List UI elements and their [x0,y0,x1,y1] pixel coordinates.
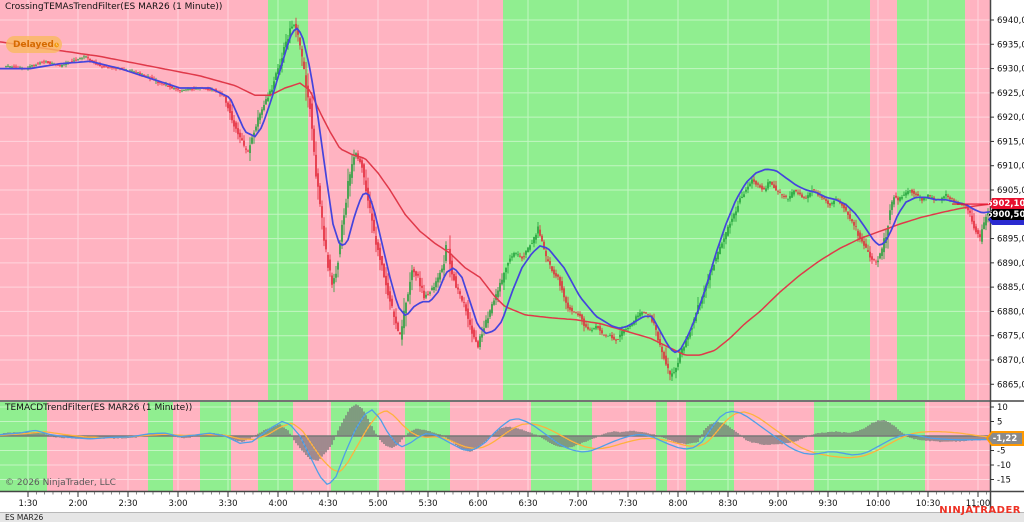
svg-text:10: 10 [997,403,1008,413]
macd-value-badge: -1,22 [986,431,1024,446]
svg-text:6865,00: 6865,00 [997,380,1024,390]
svg-text:-15: -15 [997,476,1011,486]
svg-text:8:30: 8:30 [718,499,737,509]
instrument-tab-bar[interactable] [0,512,1024,522]
svg-text:6:00: 6:00 [468,499,487,509]
svg-text:6885,00: 6885,00 [997,283,1024,293]
svg-text:6890,00: 6890,00 [997,259,1024,269]
svg-text:6880,00: 6880,00 [997,307,1024,317]
svg-text:5:00: 5:00 [368,499,387,509]
svg-text:2:00: 2:00 [68,499,87,509]
indicator-panel-label: TEMACDTrendFilter(ES MAR26 (1 Minute)) [5,403,193,413]
svg-text:6895,00: 6895,00 [997,235,1024,245]
svg-text:11:00: 11:00 [966,499,991,509]
svg-text:6925,00: 6925,00 [997,89,1024,99]
delayed-status-badge: Delayed [6,36,62,53]
main-panel-indicator-label: CrossingTEMAsTrendFilter(ES MAR26 (1 Min… [5,2,223,12]
svg-text:7:30: 7:30 [618,499,637,509]
svg-text:1:30: 1:30 [18,499,37,509]
instrument-tab-label[interactable]: ES MAR26 [5,513,44,522]
svg-text:3:30: 3:30 [218,499,237,509]
svg-text:6870,00: 6870,00 [997,356,1024,366]
last-price-badge: 6900,50 [986,209,1024,220]
svg-text:9:30: 9:30 [818,499,837,509]
ninjatrader-watermark: NINJATRADER [939,505,1021,516]
macd-line [0,409,991,485]
svg-text:2:30: 2:30 [118,499,137,509]
svg-text:6935,00: 6935,00 [997,40,1024,50]
macd-signal-line [0,410,991,473]
svg-text:8:00: 8:00 [668,499,687,509]
svg-text:5:30: 5:30 [418,499,437,509]
svg-text:7:00: 7:00 [568,499,587,509]
clock-icon [54,42,59,47]
svg-text:6930,00: 6930,00 [997,65,1024,75]
svg-text:10:30: 10:30 [916,499,941,509]
svg-text:5: 5 [997,418,1002,428]
svg-text:-10: -10 [997,461,1011,471]
svg-text:6940,00: 6940,00 [997,16,1024,26]
delayed-label: Delayed [13,39,54,50]
svg-text:9:00: 9:00 [768,499,787,509]
tema-slow-value-badge: 6902,10 [986,198,1024,209]
svg-text:3:00: 3:00 [168,499,187,509]
svg-text:-5: -5 [997,447,1005,457]
svg-text:6910,00: 6910,00 [997,162,1024,172]
svg-text:6905,00: 6905,00 [997,186,1024,196]
svg-text:6:30: 6:30 [518,499,537,509]
svg-text:6875,00: 6875,00 [997,332,1024,342]
svg-text:6915,00: 6915,00 [997,137,1024,147]
svg-text:4:30: 4:30 [318,499,337,509]
svg-text:10:00: 10:00 [866,499,891,509]
svg-text:4:00: 4:00 [268,499,287,509]
tema-slow-line [0,41,991,356]
svg-text:6920,00: 6920,00 [997,113,1024,123]
tema-fast-line [0,27,991,354]
copyright-text: © 2026 NinjaTrader, LLC [5,478,116,488]
